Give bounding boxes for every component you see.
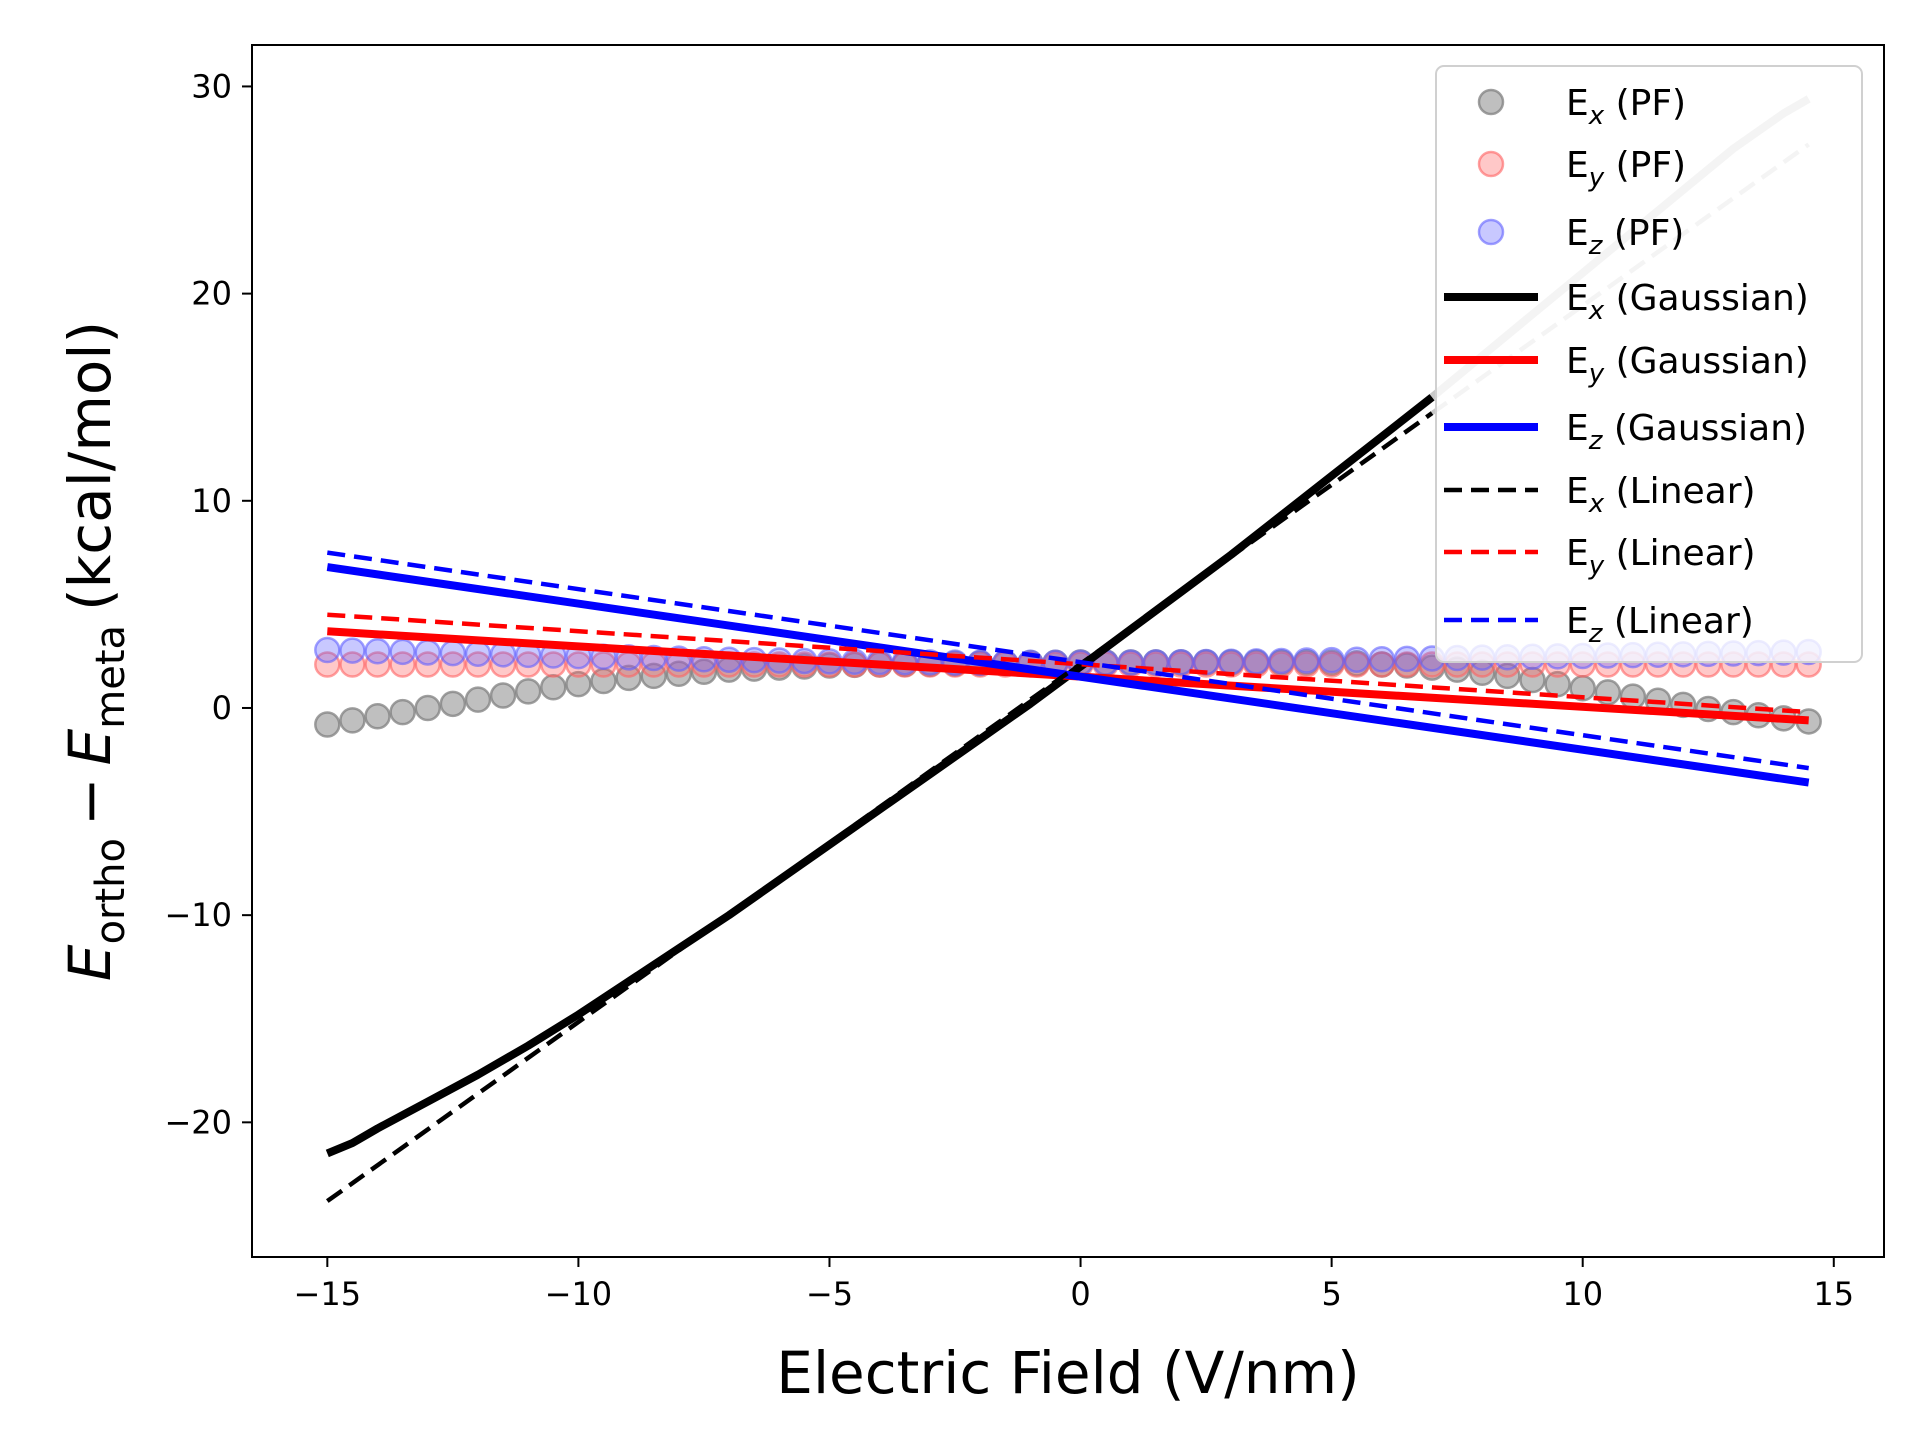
data-point [464, 686, 492, 713]
data-point [389, 638, 416, 666]
legend-marker [1477, 218, 1505, 246]
y-label-main: E [56, 944, 124, 981]
y-label-sub2: meta [88, 625, 134, 729]
legend-box [1435, 65, 1863, 663]
y-axis-label: Eortho − Emeta (kcal/mol) [56, 321, 134, 981]
legend-item-ey_pf: Ey (PF) [1477, 145, 1686, 193]
data-point [464, 640, 492, 667]
data-point [414, 694, 442, 722]
y-axis: −20 −10 0 10 20 30 [164, 67, 252, 1141]
y-tick-label: 20 [191, 275, 232, 313]
data-point [565, 670, 592, 698]
data-point [389, 698, 416, 726]
legend-item-ey_lin: Ey (Linear) [1444, 533, 1756, 581]
x-tick-label: −5 [806, 1275, 853, 1313]
data-point [364, 703, 391, 730]
y-label-sub1: ortho [88, 838, 134, 944]
x-tick-label: −10 [545, 1275, 613, 1313]
data-point [439, 690, 467, 718]
data-point [439, 639, 467, 667]
legend-label: Ey (Linear) [1566, 533, 1756, 581]
data-point [1343, 646, 1370, 673]
plot-frame [251, 44, 1885, 1258]
y-label-minus: − [56, 777, 124, 826]
x-axis: −15 −10 −5 0 5 10 15 [294, 1257, 1854, 1313]
legend-item-ex_pf: Ex (PF) [1477, 83, 1686, 131]
data-point [1393, 645, 1421, 673]
legend-item-ey_gauss: Ey (Gaussian) [1444, 341, 1809, 389]
legend-label: Ex (Gaussian) [1566, 278, 1809, 326]
x-tick-label: 10 [1562, 1275, 1603, 1313]
legend-label: Ez (PF) [1566, 213, 1684, 261]
y-tick-label: 0 [212, 689, 232, 727]
legend-item-ez_pf: Ez (PF) [1477, 213, 1684, 261]
data-point [1268, 647, 1295, 675]
legend-label: Ex (PF) [1566, 83, 1686, 131]
legend-label: Ez (Gaussian) [1566, 408, 1807, 456]
legend-item-ez_gauss: Ez (Gaussian) [1444, 408, 1807, 456]
data-point [1217, 648, 1245, 676]
legend-item-ex_gauss: Ex (Gaussian) [1444, 278, 1809, 326]
x-axis-label: Electric Field (V/nm) [776, 1339, 1359, 1407]
data-point [1293, 647, 1320, 674]
x-tick-label: −15 [294, 1275, 362, 1313]
data-point [1368, 646, 1396, 673]
y-tick-label: 10 [191, 482, 232, 520]
data-point [1243, 648, 1270, 675]
legend-item-ez_lin: Ez (Linear) [1444, 601, 1754, 649]
series-line [325, 411, 1434, 1203]
data-point [615, 664, 642, 692]
data-point [339, 637, 366, 664]
series-ez_lin [326, 550, 1810, 771]
legend: Ex (PF) Ey (PF) Ez (PF) Ex (Gaussian) Ey (Ga… [1435, 65, 1863, 663]
legend-label: Ex (Linear) [1566, 471, 1756, 519]
legend-label: Ez (Linear) [1566, 601, 1754, 649]
series-ey_lin [327, 612, 1809, 715]
data-point [540, 674, 567, 701]
series-line [327, 612, 1809, 715]
data-point [339, 707, 366, 734]
legend-label: Ey (Gaussian) [1566, 341, 1809, 389]
data-point [314, 711, 341, 738]
legend-marker [1477, 88, 1505, 116]
legend-item-ex_lin: Ex (Linear) [1444, 471, 1756, 519]
data-point [414, 639, 442, 666]
legend-label: Ey (PF) [1566, 145, 1686, 193]
x-tick-label: 15 [1813, 1275, 1854, 1313]
y-tick-label: −20 [164, 1103, 232, 1141]
data-point [314, 636, 341, 664]
y-label-main-2: E [56, 728, 124, 765]
y-tick-label: 30 [191, 67, 232, 105]
data-point [1318, 646, 1345, 674]
data-point [514, 678, 542, 705]
y-label-unit: (kcal/mol) [56, 321, 124, 611]
data-point [364, 637, 391, 665]
series-line [326, 550, 1810, 771]
x-tick-label: 5 [1321, 1275, 1341, 1313]
x-tick-label: 0 [1070, 1275, 1090, 1313]
y-tick-label: −10 [164, 896, 232, 934]
legend-marker [1477, 150, 1505, 178]
data-point [489, 682, 517, 709]
data-point [1619, 683, 1647, 710]
